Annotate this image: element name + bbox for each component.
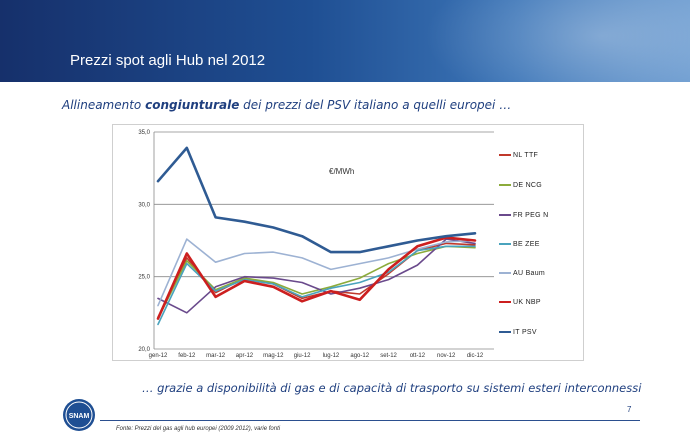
snam-logo: SNAM bbox=[63, 399, 95, 431]
y-tick-label: 25,0 bbox=[138, 275, 150, 281]
subtitle-bold: congiunturale bbox=[145, 98, 240, 112]
legend-item: NL TTF bbox=[499, 149, 538, 161]
legend-item: AU Baum bbox=[499, 267, 545, 279]
legend-label: BE ZEE bbox=[513, 240, 540, 248]
legend-item: UK NBP bbox=[499, 296, 541, 308]
subtitle-part1: Allineamento bbox=[62, 98, 146, 112]
x-tick-label: nov-12 bbox=[437, 353, 456, 359]
series-line-de-ncg bbox=[157, 245, 476, 320]
header-banner: Prezzi spot agli Hub nel 2012 bbox=[0, 0, 690, 82]
series-line-fr-peg-n bbox=[157, 238, 476, 314]
legend-swatch bbox=[499, 243, 511, 245]
source-note: Fonte: Prezzi del gas agli hub europei (… bbox=[116, 426, 281, 432]
x-tick-label: feb-12 bbox=[178, 353, 196, 359]
banner-decoration bbox=[410, 0, 690, 82]
unit-label: €/MWh bbox=[329, 167, 355, 176]
legend-item: BE ZEE bbox=[499, 238, 540, 250]
logo-text: SNAM bbox=[69, 413, 90, 420]
x-tick-label: gen-12 bbox=[149, 353, 168, 359]
series-line-au-baum bbox=[157, 238, 476, 307]
x-tick-label: mar-12 bbox=[206, 353, 226, 359]
subtitle-part2: dei prezzi del PSV italiano a quelli eur… bbox=[239, 98, 512, 112]
y-tick-label: 30,0 bbox=[138, 202, 150, 208]
y-tick-label: 35,0 bbox=[138, 130, 150, 136]
legend-swatch bbox=[499, 331, 511, 333]
x-tick-label: lug-12 bbox=[323, 353, 340, 359]
legend-swatch bbox=[499, 154, 511, 156]
series-line-uk-nbp bbox=[156, 236, 477, 320]
footer-divider bbox=[100, 420, 640, 421]
x-tick-label: dic-12 bbox=[467, 353, 484, 359]
legend-swatch bbox=[499, 272, 511, 274]
legend-item: FR PEG N bbox=[499, 209, 548, 221]
legend-swatch bbox=[499, 184, 511, 186]
x-tick-label: ago-12 bbox=[350, 353, 369, 359]
x-tick-label: ott-12 bbox=[410, 353, 426, 359]
legend-label: IT PSV bbox=[513, 328, 537, 336]
legend-swatch bbox=[499, 301, 511, 303]
legend-label: FR PEG N bbox=[513, 211, 549, 219]
legend-item: DE NCG bbox=[499, 179, 542, 191]
page-title: Prezzi spot agli Hub nel 2012 bbox=[70, 52, 266, 69]
legend-swatch bbox=[499, 214, 511, 216]
line-chart: 20,0 25,0 30,0 35,0 gen-12 feb-12 mar-12 apr-12… bbox=[138, 130, 494, 359]
x-tick-label: apr-12 bbox=[236, 353, 254, 359]
x-tick-label: set-12 bbox=[380, 353, 397, 359]
series-line-be-zee bbox=[157, 245, 476, 326]
legend-label: DE NCG bbox=[513, 181, 543, 189]
legend-item: IT PSV bbox=[499, 326, 537, 338]
y-tick-label: 20,0 bbox=[138, 347, 150, 353]
chart-container: 20,0 25,0 30,0 35,0 gen-12 feb-12 mar-12 apr-12… bbox=[112, 124, 584, 361]
page-number: 7 bbox=[627, 405, 632, 414]
legend-label: AU Baum bbox=[513, 269, 546, 277]
x-tick-label: giu-12 bbox=[294, 353, 311, 359]
legend-label: UK NBP bbox=[513, 298, 541, 306]
footer-quote: … grazie a disponibilità di gas e di cap… bbox=[142, 381, 642, 395]
x-tick-label: mag-12 bbox=[263, 353, 284, 359]
series-line-it-psv bbox=[156, 146, 477, 254]
legend-label: NL TTF bbox=[513, 151, 539, 159]
subtitle: Allineamento congiunturale dei prezzi de… bbox=[62, 98, 511, 112]
